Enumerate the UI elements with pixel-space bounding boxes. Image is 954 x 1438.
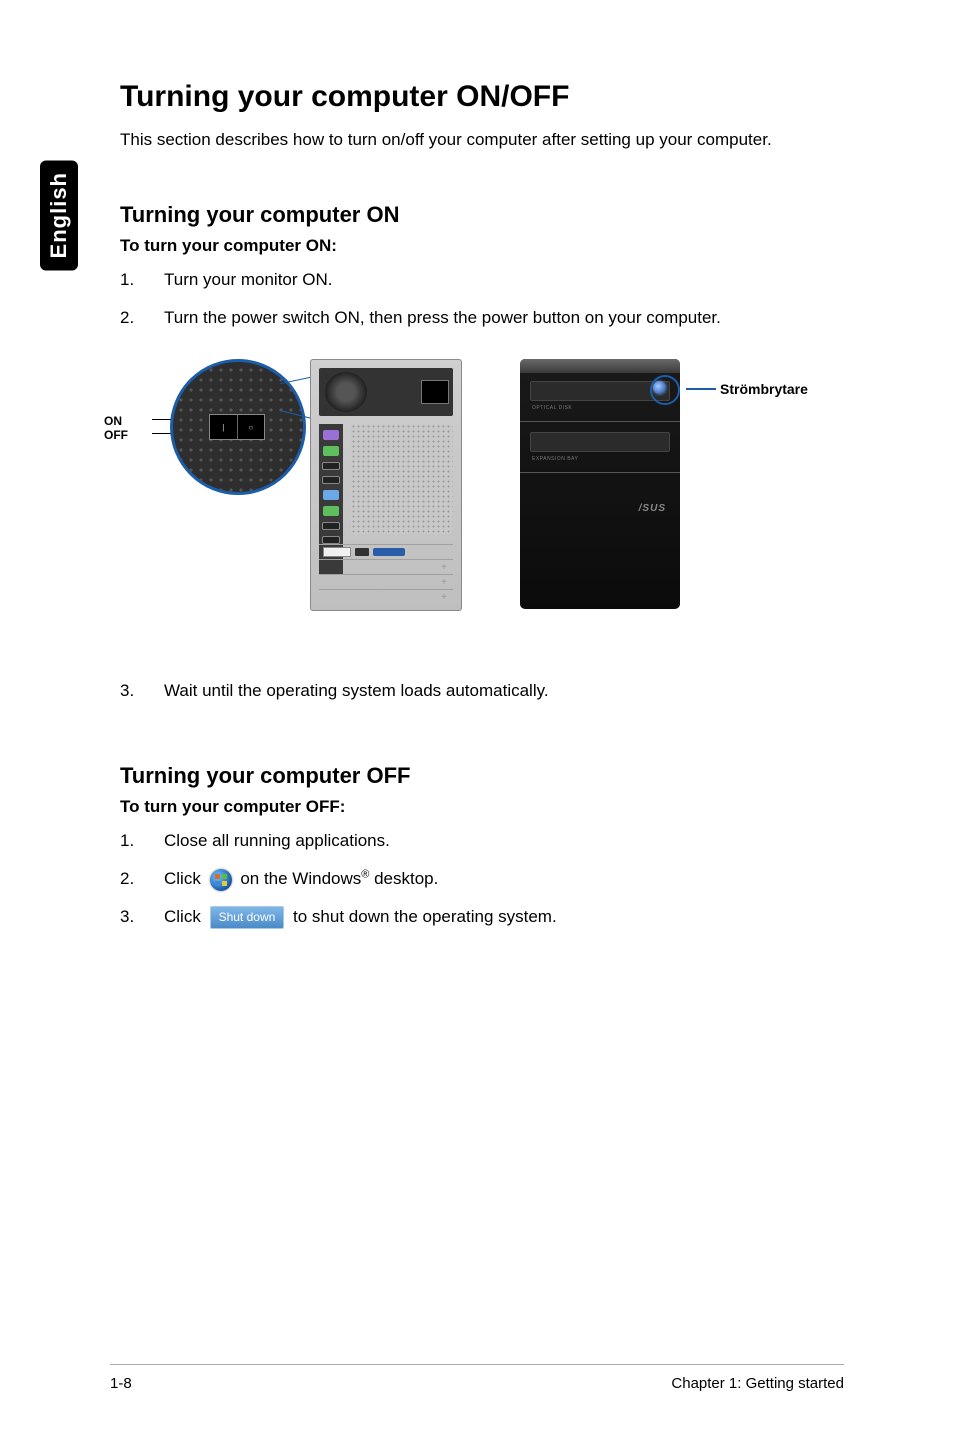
bay-label: OPTICAL DISK (532, 405, 680, 411)
step-text: Turn the power switch ON, then press the… (164, 306, 721, 330)
figure-front-pc: OPTICAL DISK EXPANSION BAY /SUS Strömbry… (520, 359, 840, 619)
step-off-3: 3. Click Shut down to shut down the oper… (120, 905, 844, 929)
text-fragment: to shut down the operating system. (293, 907, 557, 926)
vga-port-icon (373, 548, 405, 556)
page-title: Turning your computer ON/OFF (120, 80, 844, 114)
step-off-1: 1. Close all running applications. (120, 829, 844, 853)
power-switch-icon: | ○ (209, 414, 265, 440)
step-text: Click Shut down to shut down the operati… (164, 905, 557, 929)
steps-on: 1. Turn your monitor ON. 2. Turn the pow… (120, 268, 844, 330)
front-top-bezel (520, 359, 680, 373)
step-off-2: 2. Click on the Windows® desktop. (120, 867, 844, 891)
brand-logo: /SUS (520, 503, 666, 514)
psu-area (319, 368, 453, 416)
audio-port-icon (323, 506, 339, 516)
step-on-3: 3. Wait until the operating system loads… (120, 679, 844, 703)
usb-port-icon (322, 536, 340, 544)
step-number: 3. (120, 905, 164, 929)
callout-line (686, 388, 716, 390)
text-fragment: Click (164, 869, 201, 888)
steps-off: 1. Close all running applications. 2. Cl… (120, 829, 844, 929)
windows-start-icon (210, 869, 232, 891)
chapter-label: Chapter 1: Getting started (671, 1375, 844, 1392)
psu-plug-icon (421, 380, 449, 404)
text-fragment: on the Windows (240, 869, 361, 888)
rocker-on: | (210, 415, 238, 439)
case-mesh (351, 424, 453, 534)
page: English Turning your computer ON/OFF Thi… (0, 0, 954, 1438)
language-tab: English (40, 160, 78, 270)
ps2-port-icon (323, 430, 339, 440)
zoom-circle: | ○ (170, 359, 306, 495)
usb-port-icon (322, 476, 340, 484)
step-number: 2. (120, 867, 164, 891)
step-number: 1. (120, 268, 164, 292)
ps2-port-icon (323, 446, 339, 456)
usb-port-icon (322, 522, 340, 530)
text-fragment: desktop. (369, 869, 438, 888)
on-label: ON (104, 415, 128, 428)
figure-back-pc: ON OFF | ○ (120, 359, 460, 619)
section-off-label: To turn your computer OFF: (120, 797, 844, 817)
figure-row: ON OFF | ○ (120, 359, 844, 619)
step-number: 3. (120, 679, 164, 703)
slot-row: + (319, 574, 453, 589)
section-off-heading: Turning your computer OFF (120, 763, 844, 789)
page-footer: 1-8 Chapter 1: Getting started (110, 1364, 844, 1392)
dvi-port-icon (323, 547, 351, 557)
rocker-off: ○ (238, 415, 265, 439)
step-text: Turn your monitor ON. (164, 268, 332, 292)
step-number: 1. (120, 829, 164, 853)
off-label: OFF (104, 429, 128, 442)
intro-text: This section describes how to turn on/of… (120, 128, 844, 152)
step-number: 2. (120, 306, 164, 330)
steps-on-continued: 3. Wait until the operating system loads… (120, 679, 844, 703)
slot-area: + + + (319, 544, 453, 602)
audio-port-icon (323, 490, 339, 500)
step-text: Click on the Windows® desktop. (164, 867, 438, 891)
section-on-label: To turn your computer ON: (120, 236, 844, 256)
on-off-label: ON OFF (104, 415, 128, 441)
callout-text: Strömbrytare (720, 381, 808, 397)
slot-row: + (319, 589, 453, 604)
slot-row: + (319, 559, 453, 574)
step-on-2: 2. Turn the power switch ON, then press … (120, 306, 844, 330)
page-number: 1-8 (110, 1375, 132, 1392)
step-text: Wait until the operating system loads au… (164, 679, 549, 703)
psu-fan-icon (325, 372, 367, 412)
bay-label: EXPANSION BAY (532, 456, 680, 462)
step-on-1: 1. Turn your monitor ON. (120, 268, 844, 292)
text-fragment: Click (164, 907, 201, 926)
section-on-heading: Turning your computer ON (120, 202, 844, 228)
drive-bay (530, 432, 670, 452)
hdmi-port-icon (355, 548, 369, 556)
slot-row (319, 544, 453, 559)
shutdown-button-icon: Shut down (210, 906, 285, 929)
drive-bay (530, 381, 670, 401)
pc-back-panel: + + + (310, 359, 462, 611)
usb-port-icon (322, 462, 340, 470)
step-text: Close all running applications. (164, 829, 390, 853)
